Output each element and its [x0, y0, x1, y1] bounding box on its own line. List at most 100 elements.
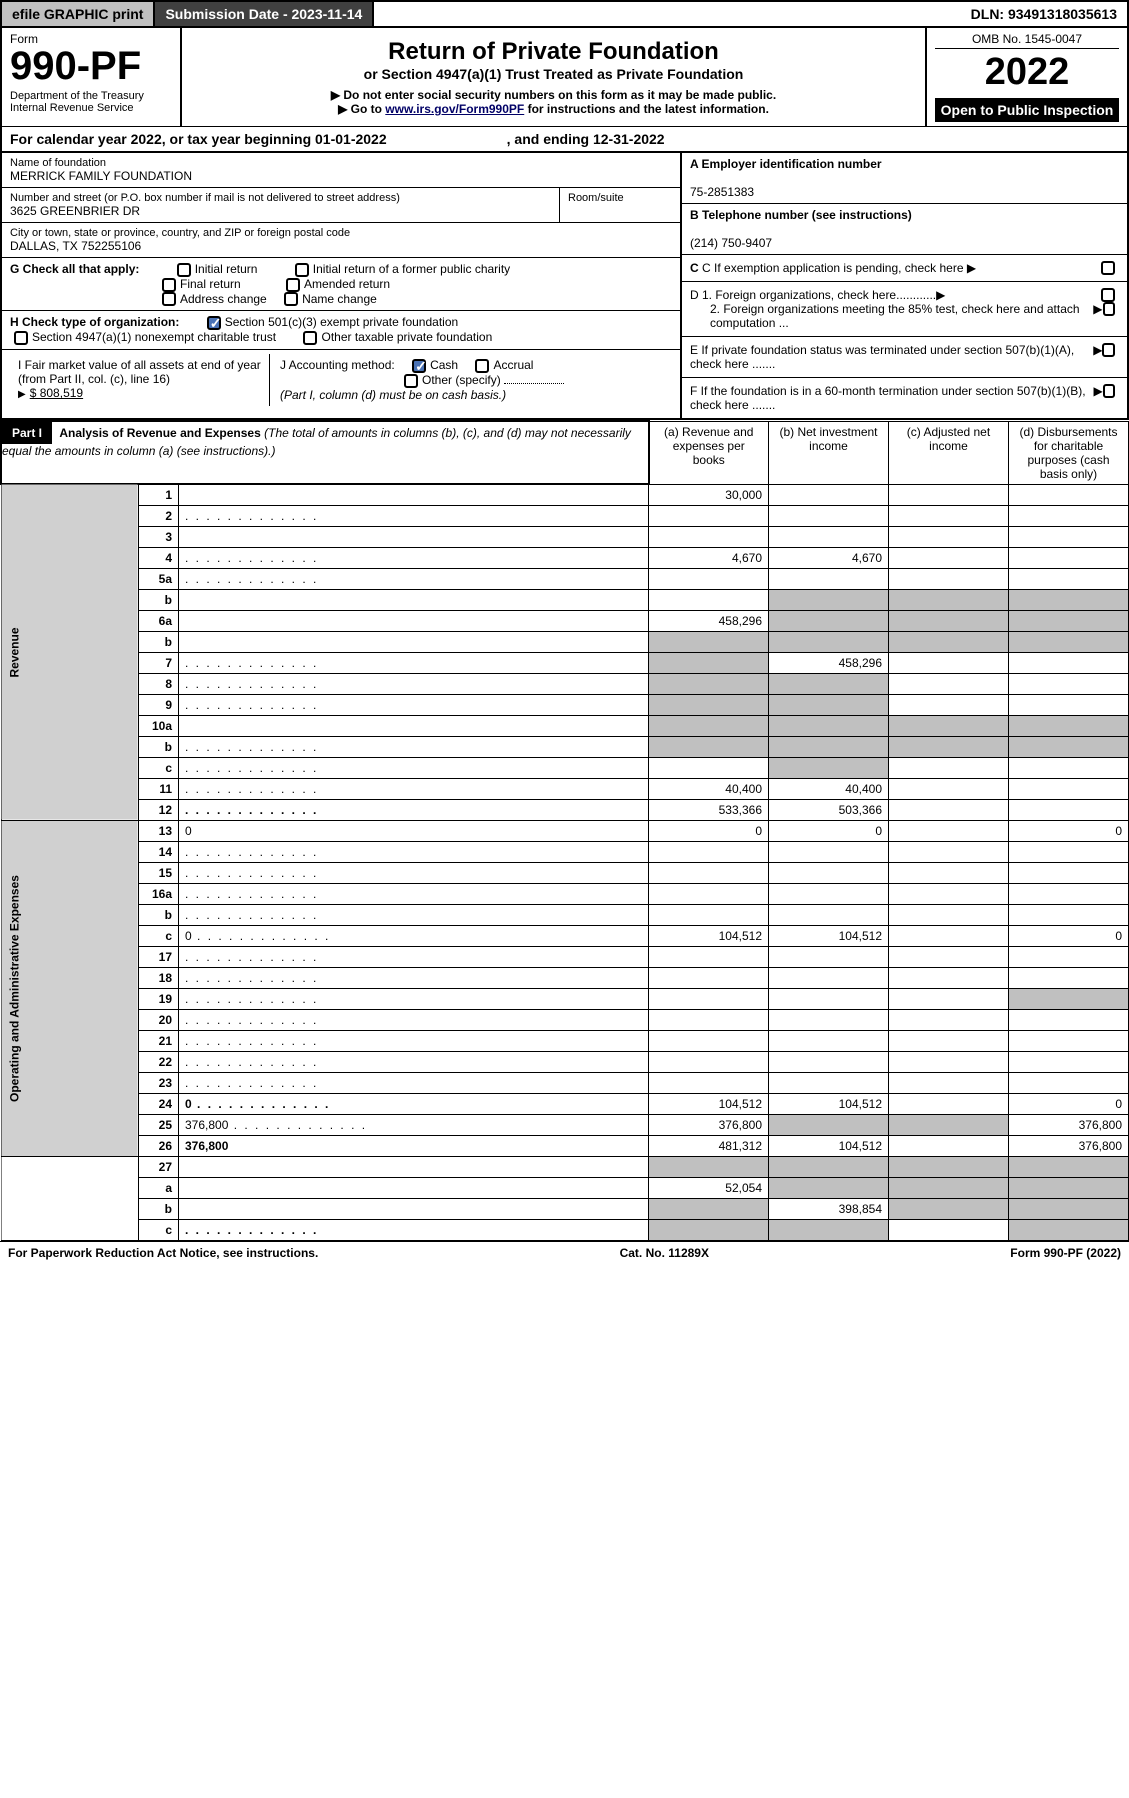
section-g: G Check all that apply: Initial return I…	[2, 258, 680, 311]
cash-checkbox[interactable]	[412, 359, 426, 373]
cell-a	[649, 506, 769, 527]
cell-c	[889, 926, 1009, 947]
cell-a: 458,296	[649, 611, 769, 632]
section-label: Revenue	[1, 484, 139, 821]
row-number: c	[139, 758, 179, 779]
other-method-checkbox[interactable]	[404, 374, 418, 388]
table-row: 21	[1, 1031, 1129, 1052]
cell-c	[889, 905, 1009, 926]
row-number: 21	[139, 1031, 179, 1052]
f-checkbox[interactable]	[1103, 384, 1115, 398]
row-description	[179, 653, 649, 674]
row-number: 4	[139, 548, 179, 569]
form-link[interactable]: www.irs.gov/Form990PF	[385, 102, 524, 116]
row-description	[179, 1178, 649, 1199]
table-row: c	[1, 758, 1129, 779]
row-number: b	[139, 632, 179, 653]
row-description	[179, 1031, 649, 1052]
cell-d	[1009, 989, 1129, 1010]
form-header: Form 990-PF Department of the Treasury I…	[0, 28, 1129, 126]
h-other-checkbox[interactable]	[303, 331, 317, 345]
cell-b	[769, 1115, 889, 1136]
table-row: 12533,366503,366	[1, 800, 1129, 821]
row-number: 20	[139, 1010, 179, 1031]
h-4947-checkbox[interactable]	[14, 331, 28, 345]
cell-d	[1009, 968, 1129, 989]
row-number: 15	[139, 863, 179, 884]
instr-1: ▶ Do not enter social security numbers o…	[190, 88, 917, 102]
row-description	[179, 1010, 649, 1031]
e-checkbox[interactable]	[1102, 343, 1115, 357]
row-description	[179, 695, 649, 716]
row-number: 16a	[139, 884, 179, 905]
final-return-checkbox[interactable]	[162, 278, 176, 292]
d2-checkbox[interactable]	[1103, 302, 1115, 316]
row-number: 7	[139, 653, 179, 674]
cell-d	[1009, 884, 1129, 905]
table-row: a52,054	[1, 1178, 1129, 1199]
cell-d: 376,800	[1009, 1136, 1129, 1157]
row-number: 22	[139, 1052, 179, 1073]
cell-c	[889, 1010, 1009, 1031]
row-description	[179, 506, 649, 527]
cell-d	[1009, 590, 1129, 611]
initial-public-checkbox[interactable]	[295, 263, 309, 277]
row-number: c	[139, 926, 179, 947]
row-number: b	[139, 905, 179, 926]
d1-checkbox[interactable]	[1101, 288, 1115, 302]
row-description	[179, 527, 649, 548]
row-number: 1	[139, 484, 179, 506]
cell-a	[649, 737, 769, 758]
cell-d	[1009, 695, 1129, 716]
cell-a	[649, 695, 769, 716]
cell-b	[769, 842, 889, 863]
cell-c	[889, 548, 1009, 569]
h-501c3-checkbox[interactable]	[207, 316, 221, 330]
cell-c	[889, 632, 1009, 653]
cell-a	[649, 590, 769, 611]
cell-d: 0	[1009, 1094, 1129, 1115]
foundation-name-label: Name of foundation	[10, 157, 672, 169]
c-checkbox[interactable]	[1101, 261, 1115, 275]
cell-b	[769, 484, 889, 506]
row-description	[179, 548, 649, 569]
cell-c	[889, 1157, 1009, 1178]
cell-d	[1009, 674, 1129, 695]
row-description: 0	[179, 821, 649, 842]
table-row: c	[1, 1220, 1129, 1241]
cell-b	[769, 1052, 889, 1073]
row-number: 17	[139, 947, 179, 968]
row-description	[179, 905, 649, 926]
row-description	[179, 863, 649, 884]
row-description	[179, 737, 649, 758]
section-ij: I Fair market value of all assets at end…	[2, 350, 680, 410]
table-row: 7458,296	[1, 653, 1129, 674]
dln: DLN: 93491318035613	[961, 2, 1127, 26]
cell-b: 104,512	[769, 1136, 889, 1157]
phone: (214) 750-9407	[690, 236, 772, 250]
accrual-checkbox[interactable]	[475, 359, 489, 373]
efile-print-button[interactable]: efile GRAPHIC print	[2, 2, 155, 26]
row-number: 8	[139, 674, 179, 695]
address-change-checkbox[interactable]	[162, 292, 176, 306]
table-row: 1140,40040,400	[1, 779, 1129, 800]
row-number: 25	[139, 1115, 179, 1136]
table-row: 20	[1, 1010, 1129, 1031]
row-number: 24	[139, 1094, 179, 1115]
cell-c	[889, 1031, 1009, 1052]
name-change-checkbox[interactable]	[284, 292, 298, 306]
cell-d	[1009, 758, 1129, 779]
table-row: 3	[1, 527, 1129, 548]
cell-a	[649, 653, 769, 674]
table-row: 26376,800481,312104,512376,800	[1, 1136, 1129, 1157]
row-description	[179, 716, 649, 737]
cell-a	[649, 1052, 769, 1073]
amended-return-checkbox[interactable]	[286, 278, 300, 292]
cell-c	[889, 800, 1009, 821]
row-description	[179, 968, 649, 989]
cell-d	[1009, 1031, 1129, 1052]
table-row: 16a	[1, 884, 1129, 905]
row-number: 11	[139, 779, 179, 800]
initial-return-checkbox[interactable]	[177, 263, 191, 277]
section-label: Operating and Administrative Expenses	[1, 821, 139, 1157]
